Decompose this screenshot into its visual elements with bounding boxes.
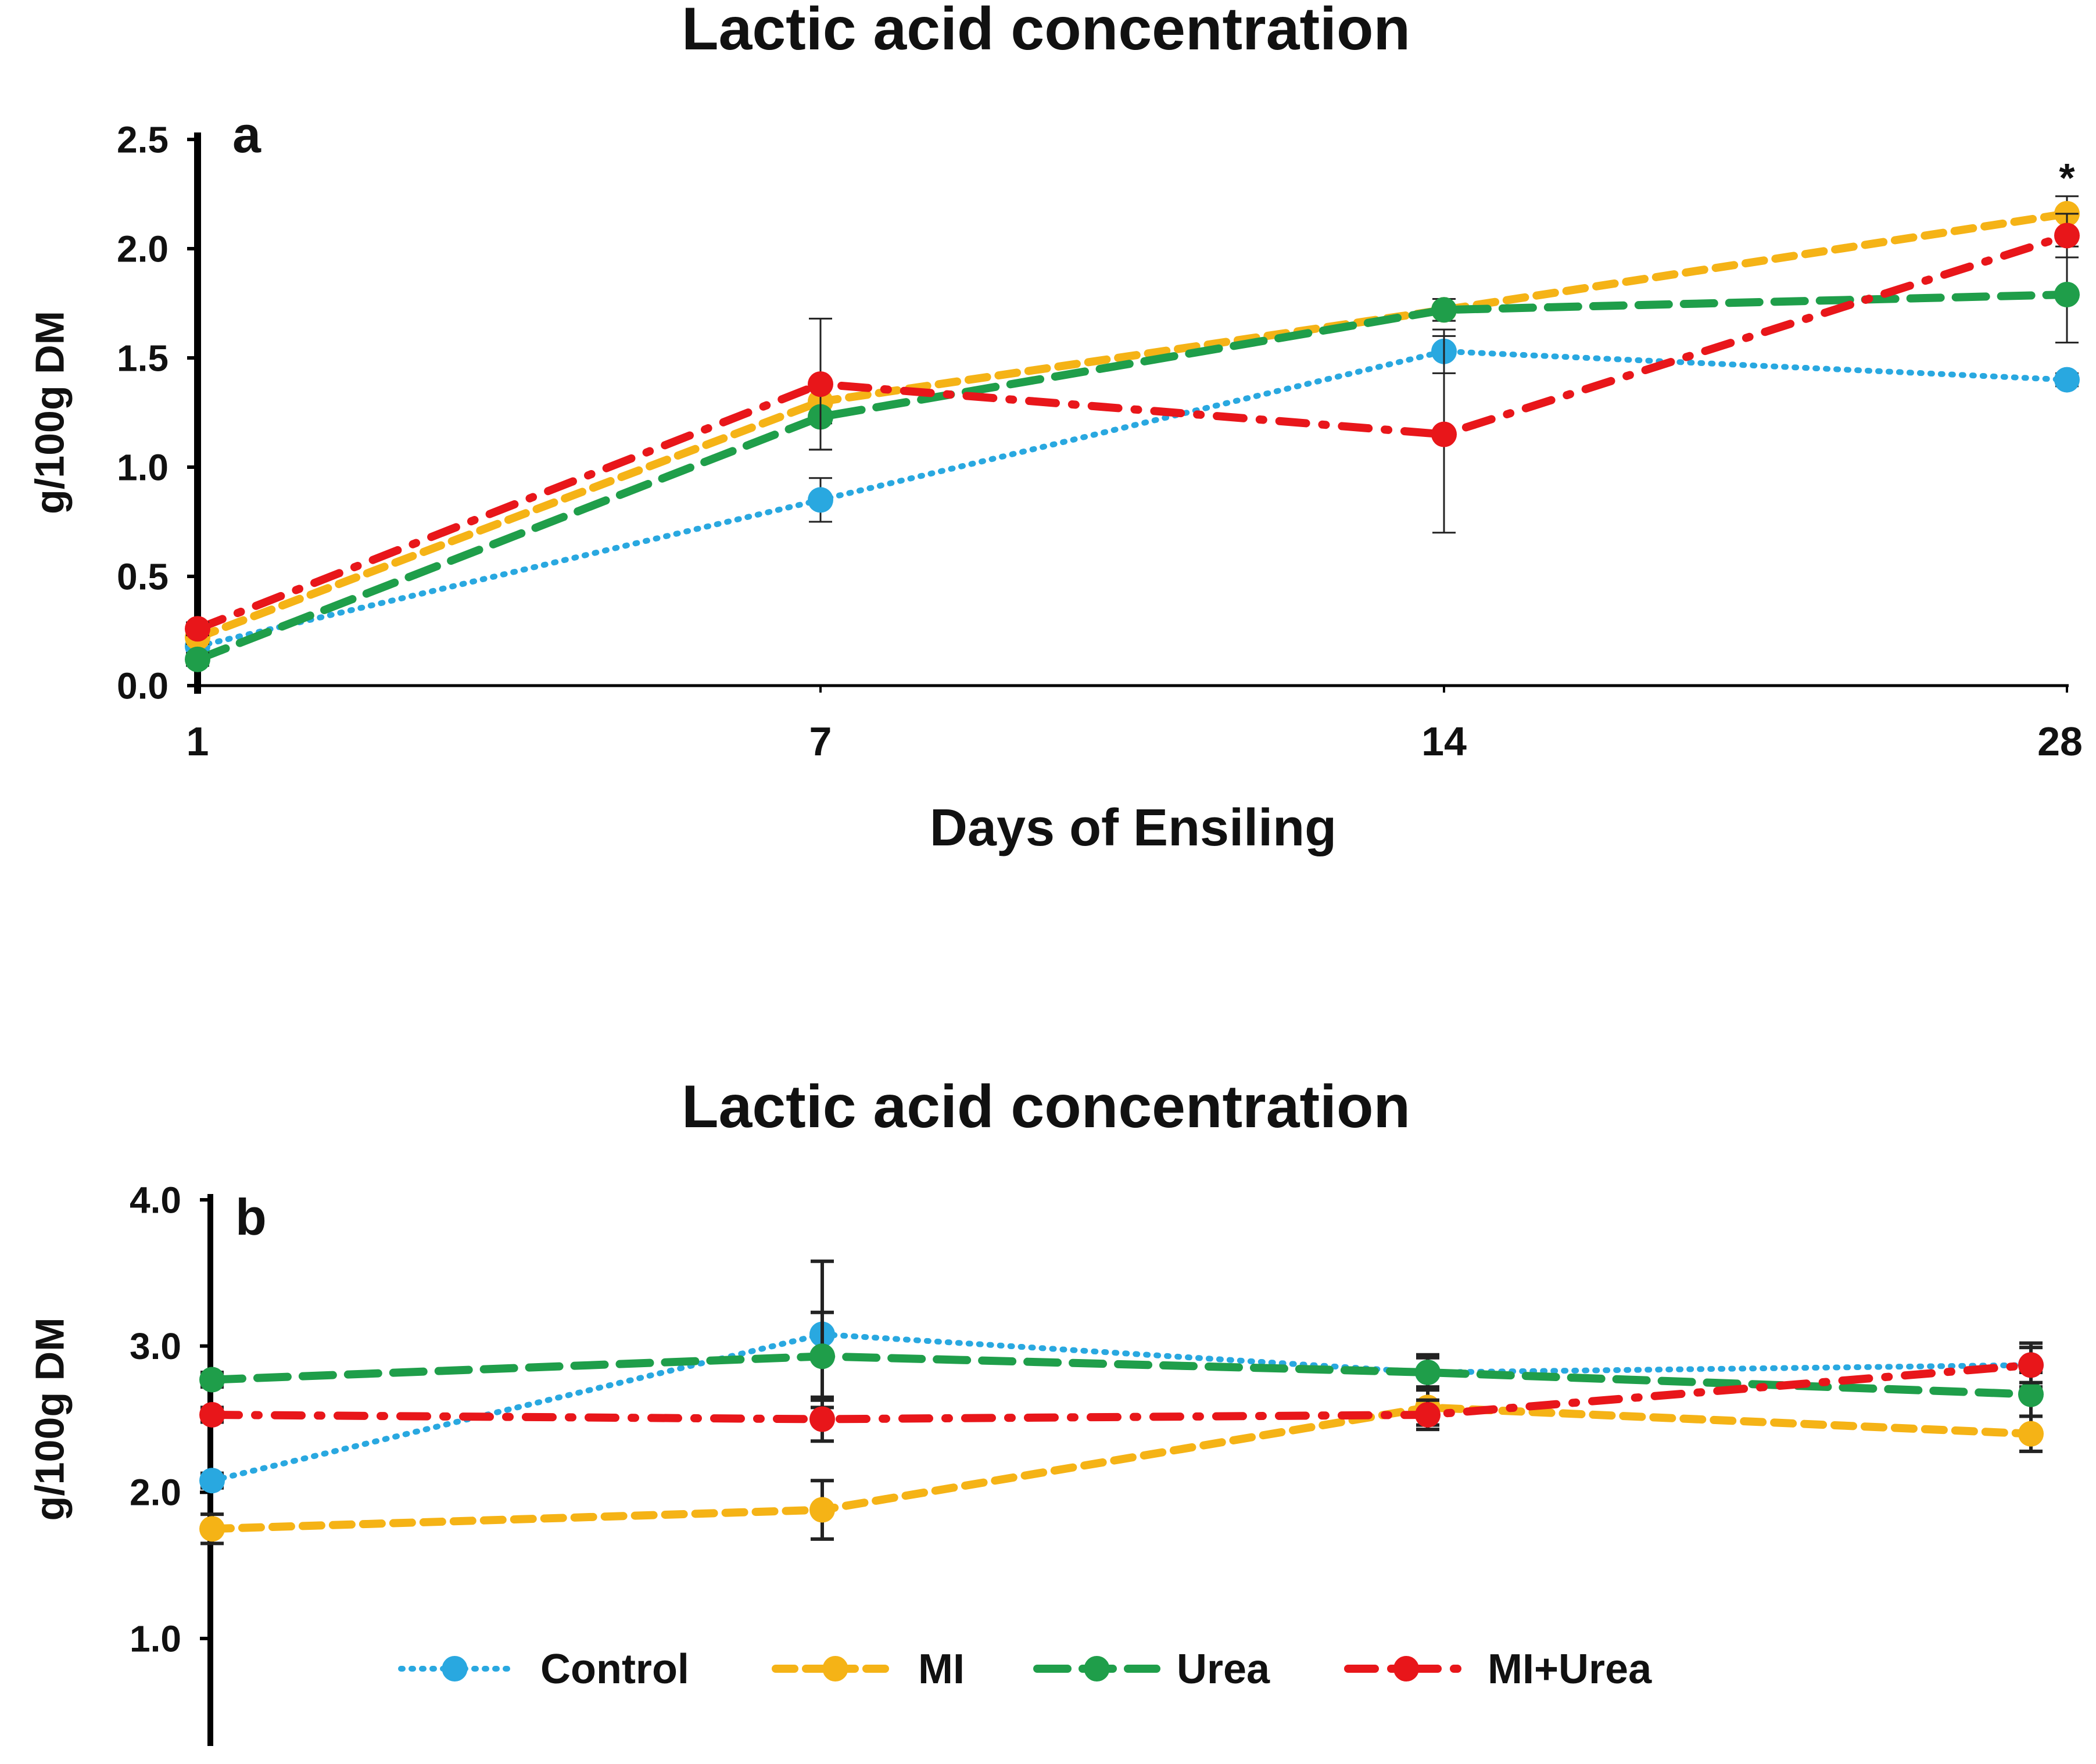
chart-panel-a: Lactic acid concentration a g/100g DM 0.0 0.… xyxy=(27,0,2083,857)
series-control xyxy=(185,328,2080,659)
data-point xyxy=(185,646,210,672)
data-point xyxy=(1431,297,1457,323)
data-point xyxy=(199,1401,225,1428)
data-point xyxy=(199,1516,225,1542)
y-tick-label: 0.5 xyxy=(117,555,169,597)
legend-swatch-marker xyxy=(1084,1656,1110,1681)
data-point xyxy=(808,371,833,397)
series-urea xyxy=(199,1310,2044,1418)
data-point xyxy=(185,616,210,642)
y-tick-label: 2.5 xyxy=(117,119,169,160)
data-point xyxy=(2018,1381,2044,1407)
data-point xyxy=(2018,1421,2044,1447)
data-point xyxy=(2018,1352,2044,1378)
x-axis-label: Days of Ensiling xyxy=(930,799,1337,857)
series-line xyxy=(209,1331,2034,1484)
panel-label: a xyxy=(232,106,261,163)
legend-label: MI xyxy=(918,1646,965,1693)
series-mi xyxy=(199,1388,2044,1546)
legend-item-mi: MI xyxy=(772,1646,965,1693)
series-urea xyxy=(185,245,2080,672)
legend-item-control: Control xyxy=(398,1646,689,1693)
series-mi-urea xyxy=(199,1346,2044,1443)
data-point xyxy=(2054,281,2080,307)
legend-label: MI+Urea xyxy=(1488,1646,1652,1693)
series-line xyxy=(194,231,2071,633)
x-tick-label: 14 xyxy=(1421,719,1467,764)
y-tick-label: 1.0 xyxy=(117,446,169,488)
y-tick-label: 0.0 xyxy=(117,665,169,707)
data-point xyxy=(809,1406,835,1432)
legend: Control MI Urea MI+Urea xyxy=(398,1646,1652,1693)
x-tick-label: 28 xyxy=(2037,719,2083,764)
chart-panel-b: Lactic acid concentration b g/100g DM 1.0 2.… xyxy=(27,1073,2044,1746)
series-line xyxy=(194,209,2071,642)
series-line xyxy=(208,1352,2035,1399)
y-tick-label: 1.5 xyxy=(117,337,169,379)
y-tick-label: 2.0 xyxy=(117,228,169,270)
data-point xyxy=(2054,367,2080,393)
legend-label: Urea xyxy=(1177,1646,1270,1693)
y-axis-label: g/100g DM xyxy=(27,1317,73,1521)
series-line xyxy=(208,1361,2035,1424)
chart-title: Lactic acid concentration xyxy=(682,1073,1410,1141)
y-axis-label: g/100g DM xyxy=(27,311,73,514)
legend-label: Control xyxy=(540,1646,689,1693)
series-mi-urea xyxy=(185,213,2080,642)
data-point xyxy=(809,1343,835,1369)
y-tick-label: 3.0 xyxy=(130,1325,181,1367)
x-tick-label: 1 xyxy=(187,719,209,764)
series-line xyxy=(208,1403,2035,1533)
legend-swatch-marker xyxy=(1393,1656,1419,1681)
data-point xyxy=(199,1367,225,1393)
panel-label: b xyxy=(235,1188,267,1246)
data-point xyxy=(809,1497,835,1523)
data-point xyxy=(199,1468,225,1494)
legend-swatch-marker xyxy=(822,1656,848,1681)
y-tick-label: 1.0 xyxy=(130,1618,181,1659)
data-point xyxy=(2054,223,2080,249)
y-tick-label: 4.0 xyxy=(130,1179,181,1221)
data-point xyxy=(808,487,833,513)
data-point xyxy=(1431,421,1457,447)
data-point xyxy=(1415,1359,1441,1385)
x-tick-label: 7 xyxy=(809,719,832,764)
series-line xyxy=(194,291,2071,664)
data-point xyxy=(1415,1401,1441,1428)
y-tick-label: 2.0 xyxy=(130,1472,181,1514)
series-line xyxy=(195,348,2070,650)
significance-annotation: * xyxy=(2059,155,2075,200)
legend-item-urea: Urea xyxy=(1033,1646,1270,1693)
legend-swatch-marker xyxy=(442,1656,468,1681)
chart-title: Lactic acid concentration xyxy=(682,0,1410,63)
legend-item-mi-urea: MI+Urea xyxy=(1344,1646,1652,1693)
